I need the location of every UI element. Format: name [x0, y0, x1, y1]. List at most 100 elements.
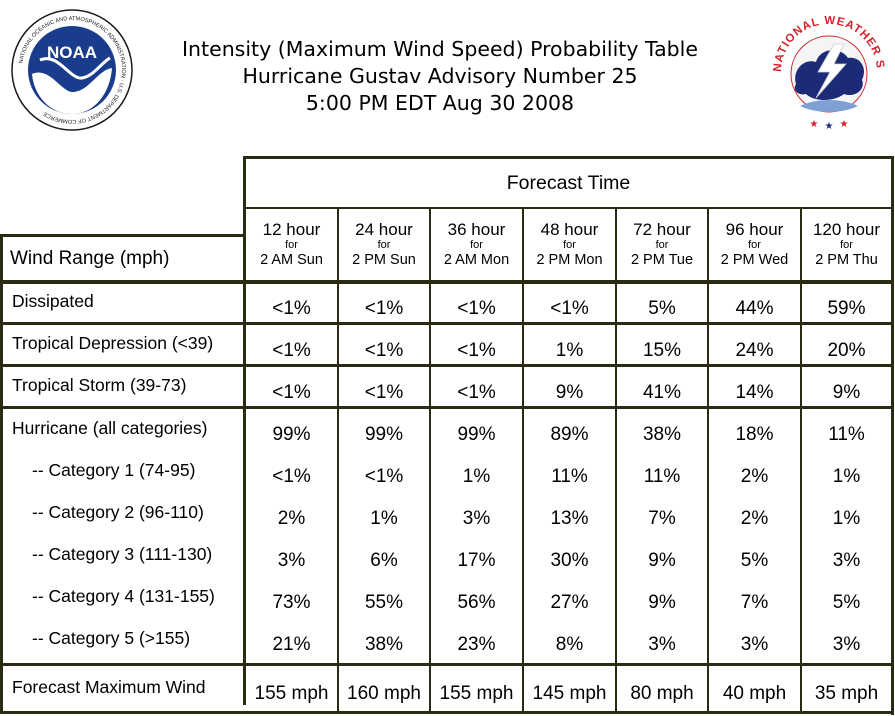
table-cell: 8% — [555, 634, 584, 655]
table-cell: 6% — [370, 550, 398, 571]
table-border-top — [243, 156, 894, 159]
table-cell: 7% — [740, 592, 769, 613]
table-cell: 18% — [735, 424, 774, 445]
column-valid-time: 2 PM Mon — [536, 252, 603, 268]
table-cell: 3% — [648, 634, 676, 655]
column-valid-time: 2 PM Thu — [815, 252, 878, 268]
table-cell: <1% — [364, 298, 404, 319]
title-line-3: 5:00 PM EDT Aug 30 2008 — [305, 91, 575, 115]
table-cell: 3% — [277, 550, 306, 571]
table-cell: <1% — [272, 298, 311, 319]
noaa-logo-text: NOAA — [47, 43, 97, 62]
column-hours: 72 hour — [633, 220, 691, 239]
table-cell: 27% — [550, 592, 589, 613]
table-cell: 20% — [827, 340, 866, 361]
table-cell: 1% — [832, 508, 861, 529]
table-cell: 44% — [735, 298, 774, 319]
table-cell: 1% — [555, 340, 584, 361]
table-cell: 1% — [370, 508, 398, 529]
column-divider — [707, 207, 709, 713]
table-cell: 30% — [550, 550, 589, 571]
table-cell: <1% — [457, 382, 496, 403]
table-cell: 155 mph — [254, 683, 329, 704]
column-header: 120 hour for 2 PM Thu — [801, 220, 892, 269]
forecast-time-divider — [243, 207, 894, 209]
column-for: for — [470, 239, 483, 251]
column-header: 48 hour for 2 PM Mon — [523, 220, 616, 269]
table-cell: 40 mph — [722, 683, 787, 704]
column-hours: 96 hour — [725, 220, 784, 239]
table-cell: 11% — [828, 424, 865, 445]
table-cell: 17% — [457, 550, 496, 571]
table-cell: 1% — [832, 466, 861, 487]
column-valid-time: 2 AM Mon — [443, 252, 510, 268]
column-divider — [522, 207, 524, 713]
column-hours: 120 hour — [812, 220, 881, 239]
column-valid-time: 2 PM Wed — [720, 252, 789, 268]
table-cell: 55% — [364, 592, 404, 613]
table-cell: 99% — [364, 424, 404, 445]
table-cell: 9% — [648, 592, 676, 613]
row-divider — [0, 364, 894, 367]
column-valid-time: 2 PM Tue — [630, 252, 694, 268]
table-cell: <1% — [457, 298, 496, 319]
column-header: 12 hour for 2 AM Sun — [245, 220, 338, 269]
table-cell: 15% — [642, 340, 682, 361]
row-label: Hurricane (all categories) — [12, 418, 208, 438]
table-cell: 35 mph — [814, 683, 879, 704]
column-header: 72 hour for 2 PM Tue — [616, 220, 708, 269]
title-line-2: Hurricane Gustav Advisory Number 25 — [242, 64, 638, 88]
column-for: for — [840, 239, 853, 251]
table-cell: 5% — [648, 298, 676, 319]
table-cell: 1% — [462, 466, 491, 487]
table-border-left — [0, 234, 3, 714]
table-cell: <1% — [272, 382, 311, 403]
column-divider — [615, 207, 617, 713]
table-cell: 2% — [740, 508, 769, 529]
nws-star-icon: ★ — [810, 119, 819, 130]
table-cell: <1% — [364, 382, 404, 403]
column-for: for — [748, 239, 761, 251]
column-hours: 12 hour — [262, 220, 321, 239]
row-label: -- Category 5 (>155) — [32, 628, 191, 648]
forecast-time-label: Forecast Time — [506, 171, 631, 194]
table-cell: 145 mph — [532, 683, 607, 704]
column-for: for — [377, 239, 391, 251]
column-header: 24 hour for 2 PM Sun — [338, 220, 430, 269]
nws-logo: NATIONAL WEATHER SERVICE ★ ★ ★ — [770, 8, 885, 130]
row-label: -- Category 4 (131-155) — [32, 586, 215, 606]
table-cell: 23% — [457, 634, 496, 655]
table-cell: 155 mph — [439, 683, 514, 704]
wind-range-header: Wind Range (mph) — [10, 248, 170, 269]
table-cell: 9% — [648, 550, 676, 571]
column-hours: 24 hour — [355, 220, 413, 239]
table-cell: 9% — [555, 382, 584, 403]
table-border-bottom — [0, 711, 894, 714]
column-divider — [337, 207, 339, 713]
table-cell: 56% — [457, 592, 496, 613]
column-divider — [429, 207, 431, 713]
column-for: for — [563, 239, 576, 251]
table-cell: 99% — [457, 424, 496, 445]
row-label: Tropical Storm (39-73) — [12, 375, 187, 395]
table-cell: 38% — [364, 634, 404, 655]
nws-star-icon: ★ — [825, 121, 834, 130]
column-hours: 36 hour — [447, 220, 506, 239]
column-header: 96 hour for 2 PM Wed — [708, 220, 801, 269]
page-title: Intensity (Maximum Wind Speed) Probabili… — [160, 36, 720, 117]
table-cell: <1% — [550, 298, 589, 319]
table-border-right — [891, 156, 894, 715]
row-divider — [0, 322, 894, 325]
table-cell: 99% — [272, 424, 311, 445]
table-cell: 3% — [832, 550, 861, 571]
table-cell: 59% — [827, 298, 866, 319]
noaa-logo: NOAA NATIONAL OCEANIC AND ATMOSPHERIC AD… — [11, 9, 133, 131]
table-cell: 21% — [272, 634, 311, 655]
table-cell: 7% — [648, 508, 676, 529]
row-header-top-border — [0, 234, 246, 237]
table-cell: <1% — [364, 466, 404, 487]
table-cell: 38% — [642, 424, 682, 445]
table-cell: 24% — [735, 340, 774, 361]
table-cell: 3% — [832, 634, 861, 655]
row-divider — [0, 406, 894, 409]
